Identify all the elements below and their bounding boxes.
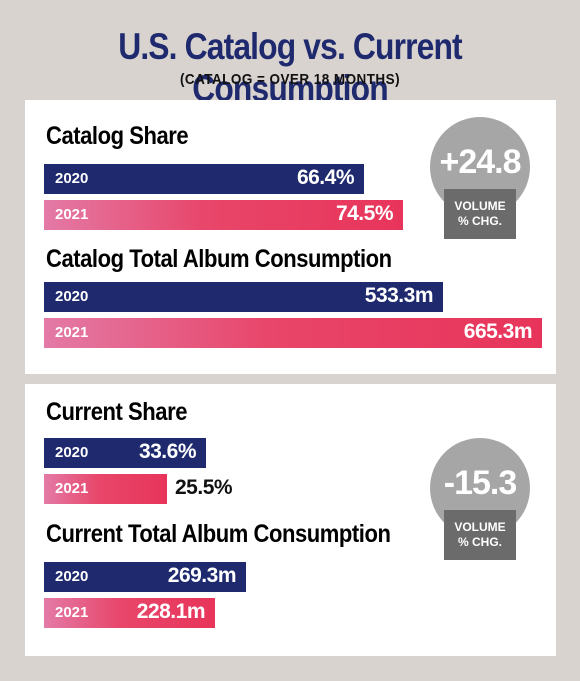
bar-year-label: 2020	[55, 170, 89, 187]
chart-title: U.S. Catalog vs. Current Consumption	[118, 26, 462, 109]
bar-2020: 2020 533.3m	[44, 282, 443, 312]
current-share-label: Current Share	[46, 398, 187, 426]
catalog-volume-change: +24.8	[439, 143, 521, 181]
bar-2020: 2020 66.4%	[44, 164, 364, 194]
bar-value-label: 269.3m	[167, 564, 237, 587]
bar-year-label: 2020	[55, 568, 89, 585]
bar-value-label: 533.3m	[364, 284, 434, 307]
bar-year-label: 2020	[55, 288, 89, 305]
badge-caption-line2: % CHG.	[457, 535, 502, 549]
bar-2021: 2021 665.3m	[44, 318, 542, 348]
bar-value-label: 665.3m	[463, 320, 533, 343]
badge-caption-line1: VOLUME	[454, 199, 506, 213]
bar-year-label: 2021	[55, 480, 89, 497]
badge-caption: VOLUME % CHG.	[444, 199, 516, 229]
badge-caption-box: VOLUME % CHG.	[444, 510, 516, 560]
bar-year-label: 2021	[55, 206, 89, 223]
current-consumption-label: Current Total Album Consumption	[46, 520, 391, 548]
badge-caption-line1: VOLUME	[454, 520, 506, 534]
badge-caption-box: VOLUME % CHG.	[444, 189, 516, 239]
bar-2021: 2021 74.5%	[44, 200, 403, 230]
bar-year-label: 2020	[55, 444, 89, 461]
bar-value-label: 74.5%	[335, 202, 394, 225]
badge-caption: VOLUME % CHG.	[444, 520, 516, 550]
bar-2020: 2020 269.3m	[44, 562, 246, 592]
bar-value-label: 25.5%	[175, 476, 233, 499]
bar-year-label: 2021	[55, 604, 89, 621]
bar-2020: 2020 33.6%	[44, 438, 206, 468]
bar-2021: 2021 25.5%	[44, 474, 233, 504]
bar-year-label: 2021	[55, 324, 89, 341]
catalog-consumption-label: Catalog Total Album Consumption	[46, 245, 392, 273]
catalog-share-label: Catalog Share	[46, 122, 189, 150]
bar-2021: 2021 228.1m	[44, 598, 215, 628]
badge-caption-line2: % CHG.	[457, 214, 502, 228]
current-volume-change: -15.3	[443, 464, 518, 502]
chart-subtitle: (CATALOG = OVER 18 MONTHS)	[179, 71, 401, 88]
bar-value-label: 33.6%	[138, 440, 197, 463]
bar-value-label: 228.1m	[136, 600, 206, 623]
bar-value-label: 66.4%	[296, 166, 355, 189]
